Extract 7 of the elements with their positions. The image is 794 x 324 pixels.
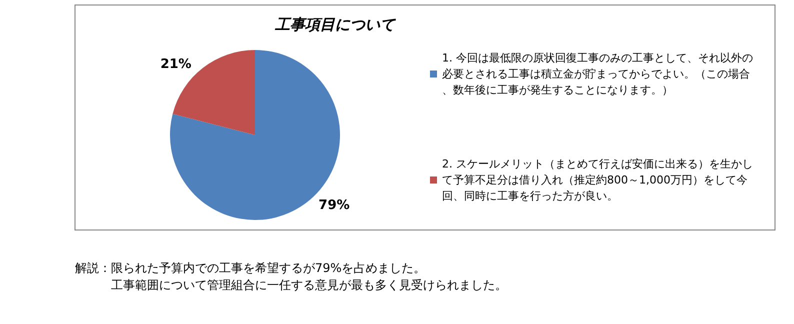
legend-label: 1. 今回は最低限の原状回復工事のみの工事として、それ以外の必要とされる工事は積立金が貯まってからでよい。（この場合、数年後に工事が発生することになります。） (442, 52, 753, 96)
data-label: 79% (318, 198, 350, 213)
chart-title: 工事項目について (274, 16, 396, 34)
text: 工事範囲について管理組合に一任する意見が最も多く見受けられました。 (111, 278, 507, 292)
text: 解説：限られた予算内での工事を希望するが79%を占めました。 (75, 261, 426, 275)
data-label: 21% (160, 57, 192, 72)
legend-label: 2. スケールメリット（まとめて行えば安価に出来る）を生かして予算不足分は借り入れ（推定約800～1,000万円）をして今回、同時に工事を行った方が良い。 (442, 158, 753, 202)
